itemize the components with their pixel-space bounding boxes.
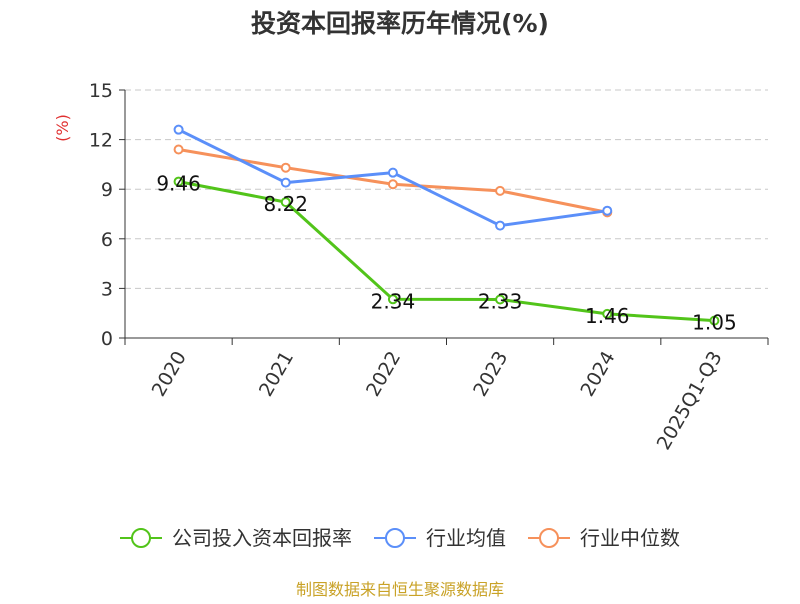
y-tick-label: 9 [101, 179, 113, 201]
legend: 公司投入资本回报率 行业均值 行业中位数 [120, 526, 680, 550]
data-point [602, 205, 613, 216]
data-label: 9.46 [156, 172, 201, 196]
data-point [173, 144, 184, 155]
data-point [495, 185, 506, 196]
y-tick-label: 0 [101, 328, 113, 350]
data-point [280, 162, 291, 173]
x-tick-label: 2024 [576, 348, 619, 401]
data-point [495, 220, 506, 231]
y-tick-label: 6 [101, 229, 113, 251]
grid-lines [125, 89, 768, 289]
data-point [280, 197, 291, 208]
data-label: 8.22 [263, 192, 308, 216]
data-label: 1.46 [585, 304, 630, 328]
legend-label: 行业均值 [426, 526, 506, 550]
data-labels: 9.46 8.22 2.34 2.33 1.46 1.05 [156, 172, 736, 335]
legend-marker [385, 528, 405, 548]
series-line [178, 180, 715, 323]
data-label: 2.33 [478, 289, 523, 313]
legend-item: 公司投入资本回报率 [120, 526, 352, 550]
source-footer: 制图数据来自恒生聚源数据库 [296, 580, 504, 599]
series-lines [173, 124, 720, 326]
x-tick-label: 2020 [148, 348, 191, 401]
legend-label: 公司投入资本回报率 [172, 526, 352, 550]
legend-marker [539, 528, 559, 548]
data-point [387, 179, 398, 190]
chart-title: 投资本回报率历年情况(%) [251, 9, 549, 38]
x-tick-label: 2025Q1-Q3 [653, 348, 727, 454]
y-tick-label: 15 [89, 80, 113, 102]
data-point [173, 124, 184, 135]
data-point [495, 294, 506, 305]
y-tick-label: 12 [89, 130, 113, 152]
data-point [387, 167, 398, 178]
data-point [709, 315, 720, 326]
data-point [387, 294, 398, 305]
data-label: 1.05 [692, 311, 737, 335]
y-axis-label: (%) [53, 114, 72, 142]
legend-marker [131, 528, 151, 548]
data-point [173, 176, 184, 187]
x-tick-label: 2022 [362, 348, 405, 401]
x-tick-label: 2021 [255, 348, 298, 401]
x-tick-label: 2023 [469, 348, 512, 401]
data-point [280, 177, 291, 188]
y-tick-label: 3 [101, 278, 113, 300]
legend-item: 行业中位数 [528, 526, 680, 550]
legend-item: 行业均值 [374, 526, 506, 550]
legend-label: 行业中位数 [580, 526, 680, 550]
data-point [602, 308, 613, 319]
data-label: 2.34 [371, 289, 416, 313]
